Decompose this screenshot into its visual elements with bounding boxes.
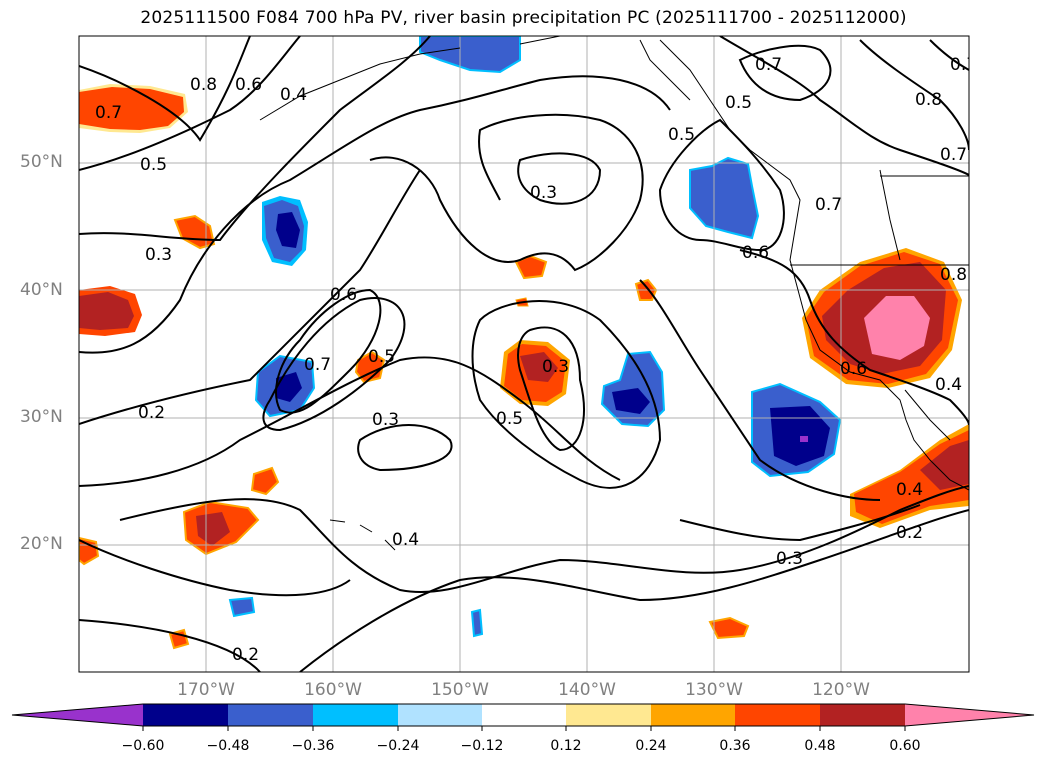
contour-label: 0.3 — [372, 410, 399, 430]
contour-label: 0.4 — [935, 375, 962, 395]
contour-label: 0.3 — [145, 245, 172, 265]
map-frame — [78, 35, 970, 673]
contour-label: 0.4 — [392, 530, 419, 550]
colorbar-segment — [482, 704, 566, 726]
colorbar-tick-label: −0.60 — [121, 738, 165, 754]
colorbar-tick-label: 0.24 — [635, 738, 667, 754]
contour-label: 0.6 — [235, 75, 262, 95]
contour-label: 0.2 — [138, 403, 165, 423]
colorbar-tick-label: 0.12 — [550, 738, 582, 754]
colorbar-tick-label: −0.48 — [206, 738, 250, 754]
contour-label: 0.4 — [896, 480, 923, 500]
lon-label: 150°W — [431, 680, 489, 700]
pv-contours — [79, 36, 969, 672]
colorbar-segment — [398, 704, 482, 726]
colorbar-tick-label: −0.24 — [376, 738, 420, 754]
colorbar-tick-label: 0.60 — [889, 738, 921, 754]
plot-title: 2025111500 F084 700 hPa PV, river basin … — [140, 8, 907, 28]
contour-label: 0.5 — [725, 93, 752, 113]
colorbar-segment — [735, 704, 820, 726]
contour-label: 0.5 — [668, 125, 695, 145]
lon-label: 160°W — [304, 680, 362, 700]
colorbar-tick-label: −0.12 — [460, 738, 504, 754]
contour-label: 0.6 — [330, 285, 357, 305]
contour-label: 0.2 — [232, 645, 259, 665]
colorbar-segment — [566, 704, 651, 726]
colorbar-segment — [143, 704, 228, 726]
lat-label: 30°N — [20, 407, 63, 427]
colorbar-extend-low — [12, 704, 143, 726]
lat-label: 20°N — [20, 534, 63, 554]
precip-shading — [79, 36, 969, 650]
contour-label: 0.5 — [140, 155, 167, 175]
lat-label: 50°N — [20, 152, 63, 172]
colorbar-segment — [228, 704, 313, 726]
lon-label: 120°W — [812, 680, 870, 700]
contour-label: 0.5 — [496, 409, 523, 429]
colorbar-tick-label: −0.36 — [291, 738, 335, 754]
colorbar-segment — [820, 704, 905, 726]
colorbar-extend-high — [905, 704, 1034, 726]
contour-label: 0.8 — [915, 90, 942, 110]
contour-label: 0.5 — [368, 347, 395, 367]
contour-label: 0.7 — [815, 195, 842, 215]
lon-label: 170°W — [177, 680, 235, 700]
contour-label: 0.8 — [940, 265, 967, 285]
colorbar — [11, 703, 1035, 731]
colorbar-tick-label: 0.36 — [719, 738, 751, 754]
contour-label: 0.7 — [950, 55, 977, 75]
contour-label: 0.7 — [95, 103, 122, 123]
contour-label: 0.3 — [776, 549, 803, 569]
colorbar-segment — [651, 704, 735, 726]
colorbar-tick-label: 0.48 — [804, 738, 836, 754]
contour-label: 0.6 — [840, 359, 867, 379]
contour-label: 0.7 — [755, 55, 782, 75]
contour-label: 0.3 — [542, 357, 569, 377]
lon-label: 140°W — [558, 680, 616, 700]
contour-label: 0.2 — [896, 523, 923, 543]
contour-label: 0.8 — [190, 75, 217, 95]
contour-label: 0.3 — [530, 183, 557, 203]
contour-labels: 0.8 0.6 0.4 0.7 0.5 0.3 0.6 0.7 0.5 0.3 … — [95, 55, 977, 665]
map-area: 0.8 0.6 0.4 0.7 0.5 0.3 0.6 0.7 0.5 0.3 … — [79, 36, 977, 672]
contour-label: 0.4 — [280, 85, 307, 105]
contour-label: 0.7 — [940, 145, 967, 165]
colorbar-segment — [313, 704, 398, 726]
lon-label: 130°W — [685, 680, 743, 700]
gridlines — [79, 36, 969, 672]
contour-label: 0.7 — [304, 355, 331, 375]
contour-label: 0.6 — [742, 243, 769, 263]
lat-label: 40°N — [20, 280, 63, 300]
